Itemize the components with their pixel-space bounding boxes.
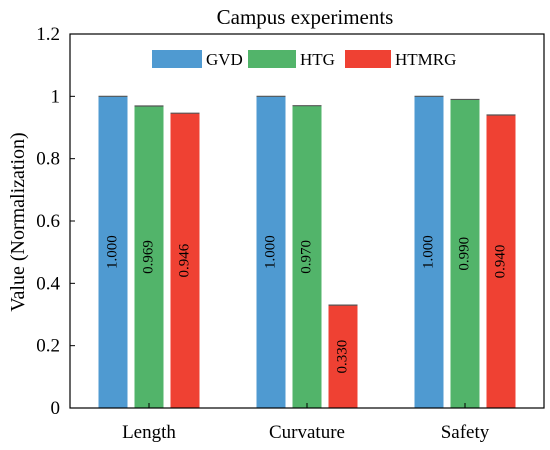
x-tick-label-safety: Safety xyxy=(441,422,490,443)
bar-gvd-curvature xyxy=(256,96,286,408)
y-tick-label-6: 1.2 xyxy=(36,24,60,45)
bar-htg-length xyxy=(134,105,164,409)
data-label-htg-curvature: 0.970 xyxy=(298,240,314,274)
data-label-gvd-safety: 1.000 xyxy=(420,235,436,269)
bar-htmrg-safety xyxy=(486,115,516,409)
data-label-htmrg-curvature: 0.330 xyxy=(334,340,350,374)
data-label-htg-length: 0.969 xyxy=(140,240,156,274)
y-axis-label: Value (Normalization) xyxy=(7,132,29,311)
y-tick-label-2: 0.4 xyxy=(36,273,60,294)
data-label-htmrg-length: 0.946 xyxy=(176,243,192,277)
bar-htmrg-length xyxy=(170,113,200,408)
legend-label-gvd: GVD xyxy=(206,50,243,69)
y-tick-label-5: 1 xyxy=(51,86,61,107)
x-tick-label-length: Length xyxy=(122,422,176,443)
legend-swatch-htg xyxy=(248,50,296,68)
legend-swatch-gvd xyxy=(152,50,202,68)
bar-htg-curvature xyxy=(292,105,322,408)
axes: Length Curvature Safety 0 0.2 0.4 0.6 0.8 1 1.2 xyxy=(36,24,490,443)
data-label-htg-safety: 0.990 xyxy=(456,237,472,271)
y-tick-label-3: 0.6 xyxy=(36,211,60,232)
plot-area: 1.000 0.969 0.946 1.000 0.970 0.330 1.000 0.990… xyxy=(98,95,516,409)
x-tick-label-curvature: Curvature xyxy=(269,422,345,443)
y-tick-label-0: 0 xyxy=(51,398,61,419)
bar-htmrg-curvature xyxy=(328,305,358,408)
bar-gvd-safety xyxy=(414,96,444,408)
chart-title: Campus experiments xyxy=(217,5,394,29)
legend-label-htmrg: HTMRG xyxy=(395,50,456,69)
data-label-htmrg-safety: 0.940 xyxy=(492,245,508,279)
legend-swatch-htmrg xyxy=(345,50,391,68)
bar-gvd-length xyxy=(98,96,128,408)
legend: GVD HTG HTMRG xyxy=(152,50,456,69)
y-tick-label-1: 0.2 xyxy=(36,336,60,357)
y-tick-label-4: 0.8 xyxy=(36,149,60,170)
data-label-gvd-length: 1.000 xyxy=(104,235,120,269)
bar-htg-safety xyxy=(450,99,480,408)
data-label-gvd-curvature: 1.000 xyxy=(262,235,278,269)
legend-label-htg: HTG xyxy=(300,50,335,69)
